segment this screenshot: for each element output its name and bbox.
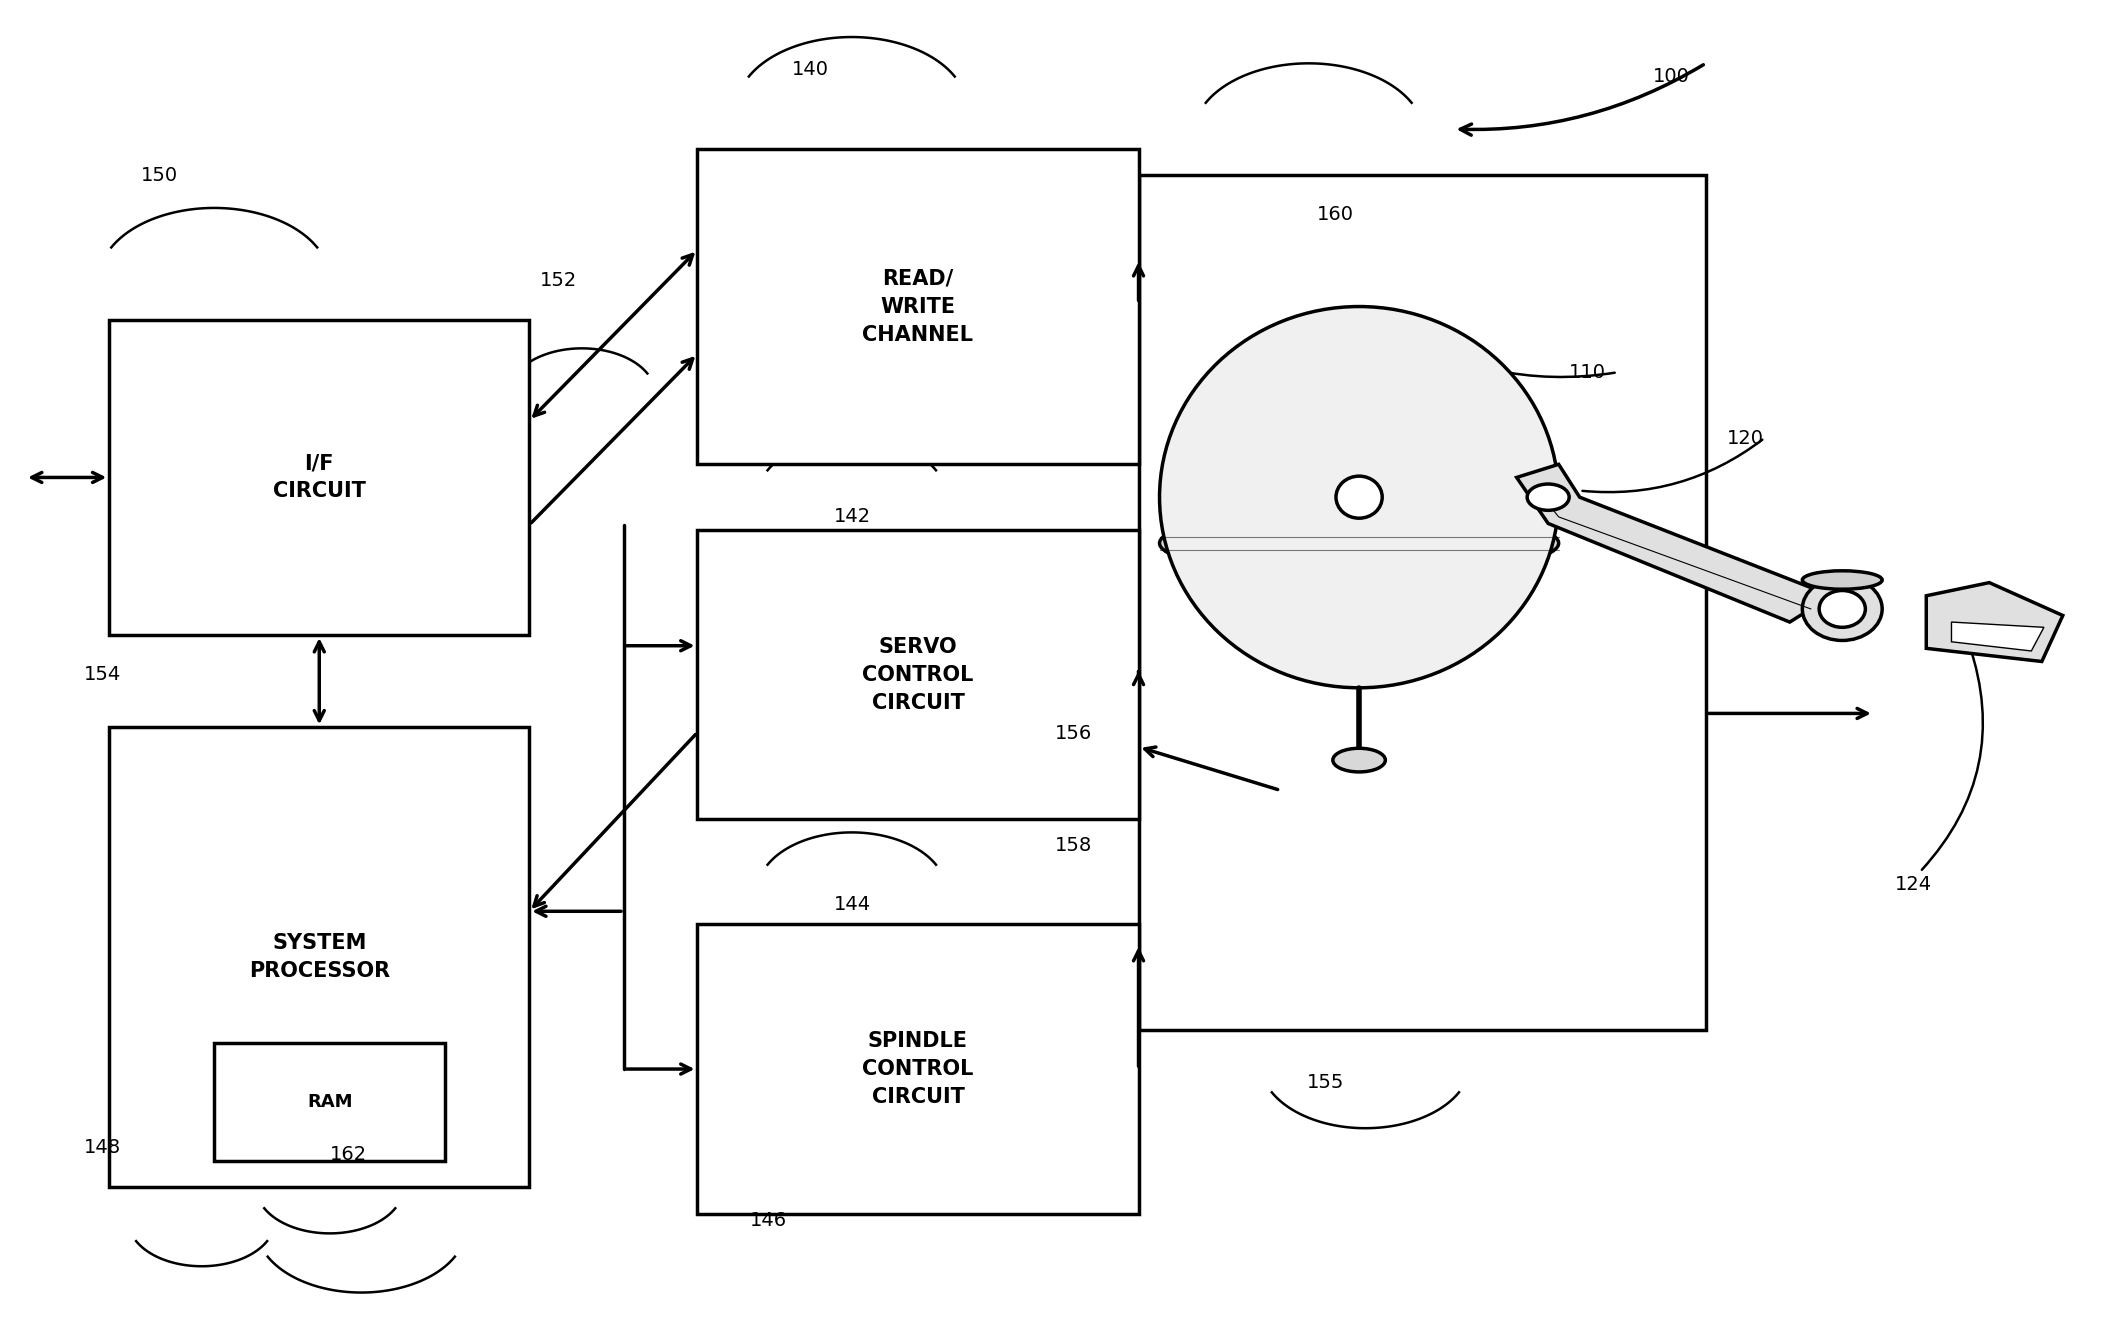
Text: 156: 156 [1054,724,1092,744]
Text: 146: 146 [751,1211,787,1230]
Text: SPINDLE
CONTROL
CIRCUIT: SPINDLE CONTROL CIRCUIT [863,1031,974,1107]
Polygon shape [1926,582,2063,662]
Text: 120: 120 [1727,429,1763,447]
Ellipse shape [1803,570,1881,589]
Text: 148: 148 [84,1138,120,1158]
Text: 154: 154 [84,665,120,684]
FancyBboxPatch shape [698,148,1139,464]
Text: 140: 140 [791,61,829,79]
Text: 110: 110 [1569,363,1607,382]
Text: 155: 155 [1308,1073,1343,1091]
Ellipse shape [1333,749,1386,771]
Ellipse shape [1160,307,1559,688]
Text: 142: 142 [833,508,871,527]
Text: 150: 150 [141,165,177,185]
FancyBboxPatch shape [698,925,1139,1213]
Text: 152: 152 [540,271,578,290]
Text: 144: 144 [833,896,871,914]
Polygon shape [1516,464,1833,622]
Text: 124: 124 [1894,876,1932,894]
FancyBboxPatch shape [110,320,529,635]
Text: I/F
CIRCUIT: I/F CIRCUIT [272,454,365,501]
Text: 158: 158 [1054,836,1092,855]
FancyBboxPatch shape [698,531,1139,819]
Text: SYSTEM
PROCESSOR: SYSTEM PROCESSOR [249,933,390,982]
Ellipse shape [1335,476,1381,519]
Ellipse shape [1803,577,1881,640]
Text: 100: 100 [1653,67,1689,86]
Text: 162: 162 [329,1144,367,1164]
FancyBboxPatch shape [110,728,529,1187]
Text: SERVO
CONTROL
CIRCUIT: SERVO CONTROL CIRCUIT [863,636,974,713]
Ellipse shape [1160,509,1559,577]
FancyBboxPatch shape [1139,175,1706,1029]
Polygon shape [1951,622,2044,651]
FancyBboxPatch shape [215,1043,445,1162]
Text: READ/
WRITE
CHANNEL: READ/ WRITE CHANNEL [863,269,974,344]
Text: RAM: RAM [308,1093,352,1111]
Ellipse shape [1820,590,1864,627]
Circle shape [1527,484,1569,511]
Text: 160: 160 [1318,205,1354,224]
